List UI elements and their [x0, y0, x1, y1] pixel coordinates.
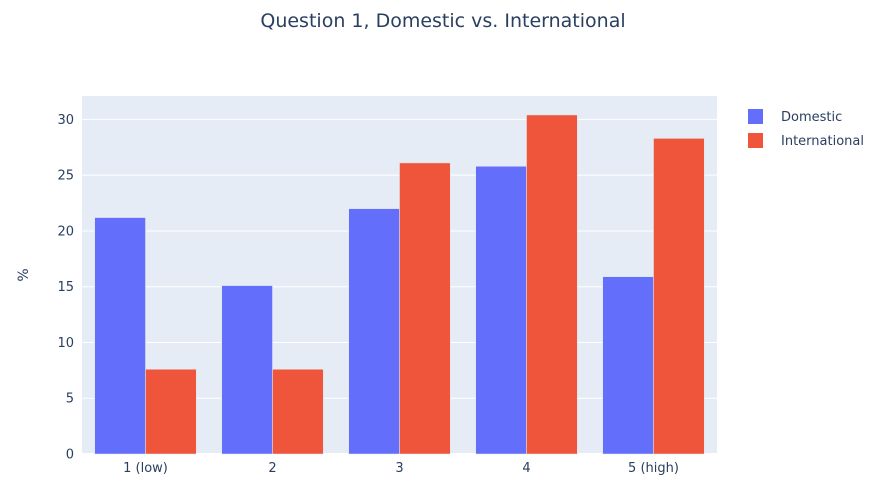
y-tick-label: 0 [66, 448, 74, 463]
legend-swatch [748, 133, 763, 148]
y-tick-label: 15 [57, 280, 74, 295]
y-tick-label: 25 [57, 169, 74, 184]
bar-domestic-4[interactable] [602, 276, 654, 455]
bar-domestic-0[interactable] [94, 217, 146, 455]
x-tick-label: 2 [268, 461, 276, 476]
y-tick-label: 5 [66, 392, 74, 407]
y-tick-label: 20 [57, 224, 74, 239]
chart-title: Question 1, Domestic vs. International [260, 10, 625, 32]
legend[interactable]: Domestic International [748, 109, 864, 149]
x-tick-label: 4 [522, 461, 530, 476]
y-tick-label: 30 [57, 113, 74, 128]
legend-label: Domestic [781, 110, 842, 125]
bars [94, 114, 705, 455]
y-axis-title: % [16, 268, 32, 281]
bar-international-4[interactable] [653, 138, 705, 455]
legend-item-domestic[interactable]: Domestic [748, 109, 842, 125]
legend-label: International [781, 134, 864, 149]
x-tick-label: 1 (low) [123, 461, 168, 476]
legend-item-international[interactable]: International [748, 133, 864, 149]
bar-domestic-3[interactable] [475, 166, 527, 455]
y-axis-ticks: 0 5 10 15 20 25 30 [57, 113, 74, 463]
bar-international-3[interactable] [526, 114, 578, 455]
bar-domestic-2[interactable] [348, 208, 400, 455]
x-tick-label: 3 [395, 461, 403, 476]
x-tick-label: 5 (high) [628, 461, 679, 476]
y-tick-label: 10 [57, 336, 74, 351]
x-axis-ticks: 1 (low) 2 3 4 5 (high) [123, 461, 679, 476]
bar-international-1[interactable] [272, 368, 324, 455]
bar-international-2[interactable] [399, 162, 451, 455]
legend-swatch [748, 109, 763, 124]
bar-domestic-1[interactable] [221, 285, 273, 455]
bar-international-0[interactable] [145, 368, 197, 455]
